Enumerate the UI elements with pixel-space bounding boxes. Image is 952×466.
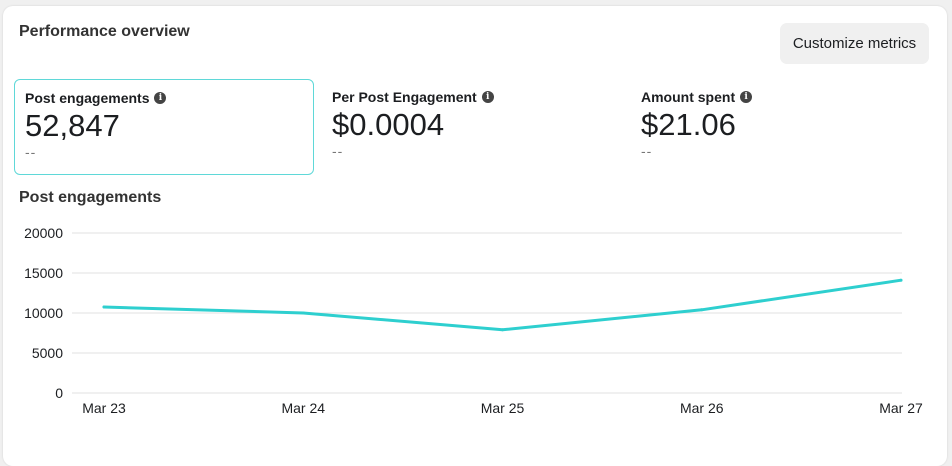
metric-comparison: --	[332, 143, 344, 159]
y-tick-label: 15000	[24, 265, 63, 281]
metric-comparison: --	[25, 144, 37, 160]
x-tick-label: Mar 24	[281, 400, 325, 416]
y-tick-label: 5000	[32, 345, 63, 361]
y-tick-label: 10000	[24, 305, 63, 321]
info-icon[interactable]: i	[481, 91, 494, 103]
metric-comparison: --	[641, 143, 653, 159]
x-tick-label: Mar 27	[879, 400, 923, 416]
data-point	[301, 311, 305, 315]
metric-post-engagements[interactable]: Post engagements i 52,847 --	[14, 79, 314, 175]
y-tick-label: 20000	[24, 225, 63, 241]
data-point	[501, 328, 504, 332]
x-tick-label: Mar 23	[82, 400, 126, 416]
data-point	[102, 305, 106, 309]
metric-per-post-engagement[interactable]: Per Post Engagement i $0.0004 --	[322, 79, 622, 175]
y-tick-label: 0	[55, 385, 63, 401]
series-line	[102, 278, 903, 332]
x-tick-label: Mar 26	[680, 400, 724, 416]
info-icon[interactable]: i	[740, 91, 753, 103]
metric-amount-spent[interactable]: Amount spent i $21.06 --	[631, 79, 931, 175]
data-point	[899, 278, 903, 282]
chart-title: Post engagements	[19, 189, 162, 206]
metric-value: 52,847	[25, 108, 120, 143]
line-chart: 0 5000 10000 15000 20000 Mar 23 Mar 24 Mar 25 Ma…	[24, 225, 923, 416]
card-title: Performance overview	[19, 23, 190, 40]
metric-label: Post engagements	[25, 90, 150, 106]
metric-value: $0.0004	[332, 107, 445, 142]
metric-label: Amount spent	[641, 89, 736, 105]
data-point	[700, 308, 704, 312]
x-tick-label: Mar 25	[481, 400, 525, 416]
info-icon[interactable]: i	[154, 92, 167, 104]
customize-metrics-button[interactable]: Customize metrics	[780, 23, 929, 64]
metric-value: $21.06	[641, 107, 736, 142]
metric-label: Per Post Engagement	[332, 89, 477, 105]
performance-overview-card: Performance overview Customize metrics P…	[3, 6, 947, 466]
